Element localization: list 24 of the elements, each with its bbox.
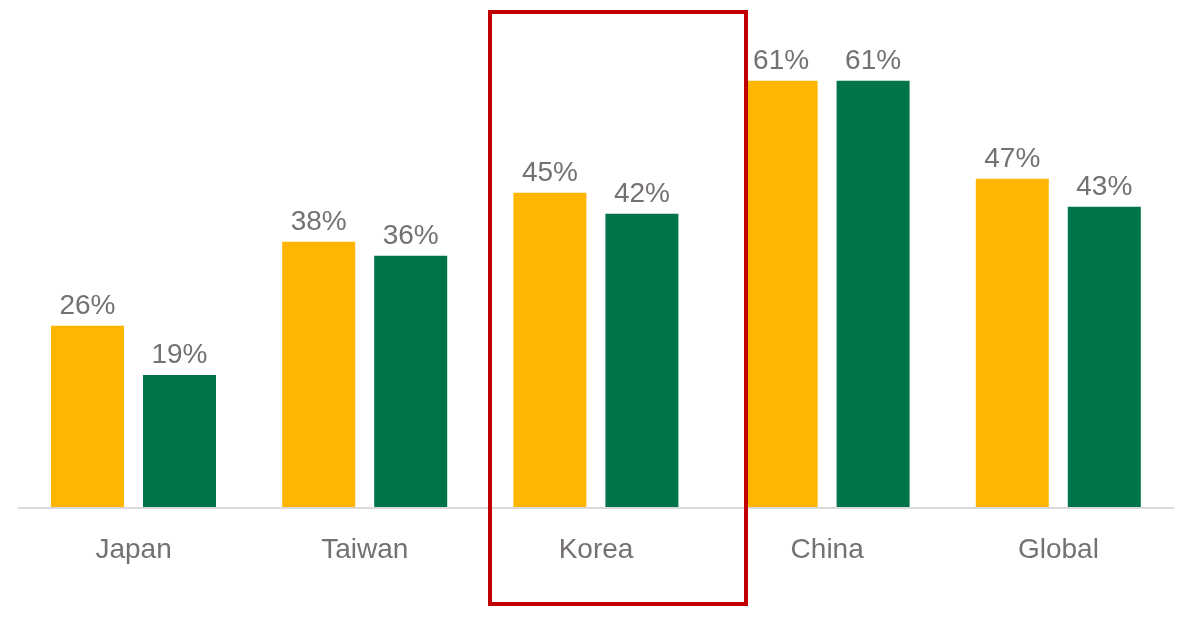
bar	[282, 241, 356, 508]
data-label: 61%	[845, 43, 902, 75]
bar	[836, 80, 910, 508]
data-label: 43%	[1076, 169, 1133, 201]
data-label: 38%	[290, 204, 347, 236]
x-tick-label: Taiwan	[321, 532, 409, 564]
data-label: 47%	[984, 141, 1041, 173]
bar	[605, 213, 679, 508]
x-tick-label: Global	[1017, 532, 1099, 564]
bar	[975, 178, 1049, 508]
data-label: 42%	[613, 176, 670, 208]
bar	[374, 255, 448, 508]
data-label: 61%	[753, 43, 810, 75]
x-tick-label: Korea	[558, 532, 634, 564]
data-label: 19%	[151, 337, 208, 369]
x-tick-label: Japan	[95, 532, 172, 564]
bar	[1067, 206, 1141, 508]
data-label: 26%	[59, 288, 116, 320]
data-label: 45%	[521, 155, 578, 187]
bar	[513, 192, 587, 508]
x-tick-label: China	[790, 532, 865, 564]
bar	[51, 325, 124, 508]
data-label: 36%	[382, 218, 439, 250]
bar	[143, 374, 216, 508]
